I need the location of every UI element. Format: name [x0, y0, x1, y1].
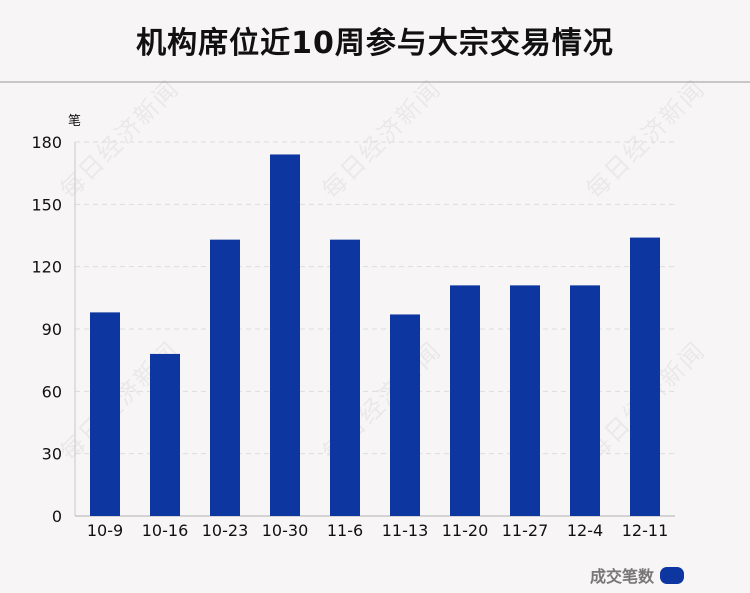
x-tick-label: 10-30 [262, 521, 309, 540]
x-tick-label: 11-13 [382, 521, 429, 540]
y-tick-label: 150 [31, 195, 62, 214]
bar [510, 285, 540, 516]
y-tick-label: 120 [31, 258, 62, 277]
title-divider [0, 81, 750, 83]
x-tick-label: 10-9 [87, 521, 123, 540]
y-tick-label: 0 [52, 507, 62, 526]
x-tick-label: 11-6 [327, 521, 363, 540]
y-tick-label: 60 [42, 382, 62, 401]
bar [570, 285, 600, 516]
y-tick-label: 180 [31, 133, 62, 152]
bar [90, 312, 120, 516]
bar [330, 239, 360, 516]
y-tick-label: 90 [42, 320, 62, 339]
y-tick-label: 30 [42, 445, 62, 464]
bar [270, 154, 300, 516]
x-tick-label: 10-16 [142, 521, 189, 540]
y-axis-unit-label: 笔 [68, 113, 81, 129]
x-tick-label: 11-20 [442, 521, 489, 540]
bar [390, 314, 420, 516]
bar [210, 239, 240, 516]
x-tick-label: 10-23 [202, 521, 249, 540]
x-tick-label: 12-4 [567, 521, 603, 540]
bar [150, 353, 180, 516]
x-tick-label: 11-27 [502, 521, 549, 540]
bar [630, 237, 660, 517]
legend-label: 成交笔数 [589, 567, 654, 586]
legend-swatch [660, 566, 684, 584]
chart-title: 机构席位近10周参与大宗交易情况 [136, 26, 614, 61]
x-tick-label: 12-11 [622, 521, 669, 540]
bar [450, 285, 480, 516]
chart-legend: 成交笔数 [590, 563, 684, 587]
